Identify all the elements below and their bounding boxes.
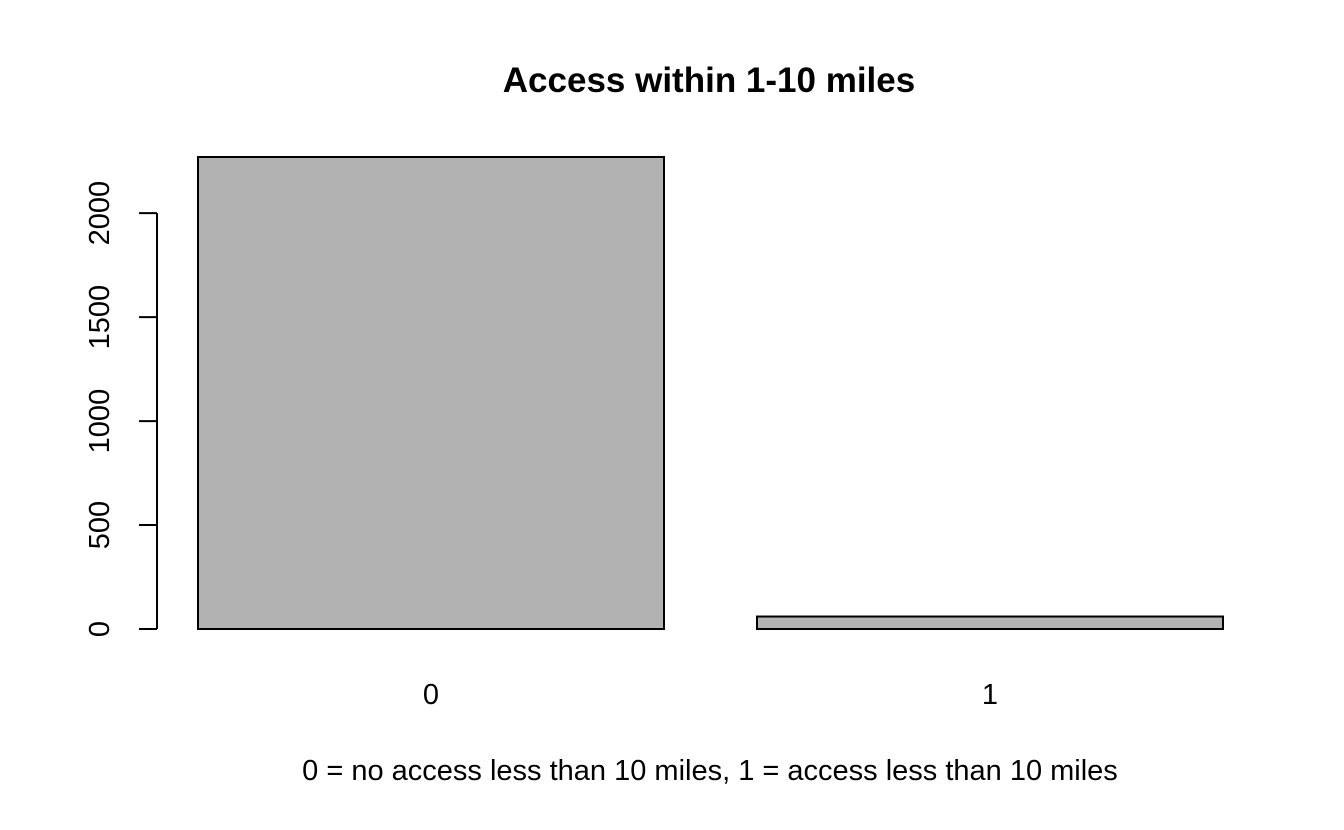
x-tick-label: 0 (423, 679, 439, 711)
y-axis: 0 500 1000 1500 2000 (84, 181, 158, 637)
y-tick-label: 500 (84, 501, 116, 549)
bar-1 (756, 615, 1224, 631)
x-axis-label: 0 = no access less than 10 miles, 1 = ac… (302, 755, 1118, 787)
y-tick-label: 1500 (84, 285, 116, 350)
chart-title: Access within 1-10 miles (503, 61, 915, 100)
y-tick-label: 1000 (84, 389, 116, 454)
bars (197, 156, 1224, 631)
bar-0 (197, 156, 665, 630)
y-tick-label: 2000 (84, 181, 116, 246)
y-tick-label: 0 (84, 621, 116, 637)
x-tick-label: 1 (982, 679, 998, 711)
